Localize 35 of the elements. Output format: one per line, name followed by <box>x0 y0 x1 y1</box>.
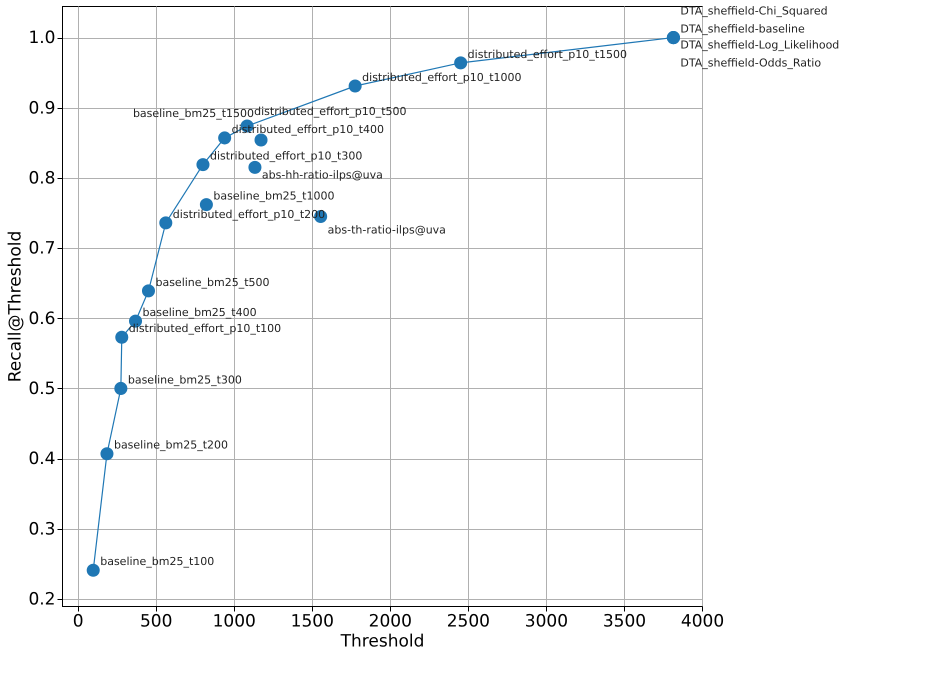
x-tick-label: 2500 <box>446 612 490 632</box>
y-tick-label: 0.5 <box>28 378 56 399</box>
annotation: DTA_sheffield-Odds_Ratio <box>680 56 822 70</box>
y-tick-label: 0.4 <box>28 449 56 470</box>
y-tick-label: 0.7 <box>28 238 56 259</box>
x-tick-label: 2000 <box>368 612 412 632</box>
y-tick-label: 0.3 <box>28 519 56 540</box>
annotation: abs-th-ratio-ilps@uva <box>328 224 446 237</box>
y-tick-label: 0.9 <box>28 98 56 118</box>
annotation: baseline_bm25_t500 <box>155 276 270 289</box>
annotation: DTA_sheffield-Chi_Squared <box>680 4 828 18</box>
y-tick-label: 1.0 <box>28 28 56 48</box>
annotation: DTA_sheffield-baseline <box>680 22 805 36</box>
y-tick-label: 0.2 <box>28 589 56 610</box>
x-tick-label: 4000 <box>680 612 724 632</box>
annotation: abs-hh-ratio-ilps@uva <box>262 168 383 182</box>
x-tick-label: 3000 <box>524 612 568 632</box>
annotation: distributed_effort_p10_t100 <box>128 322 282 336</box>
annotation: baseline_bm25_t200 <box>114 438 228 452</box>
annotation: DTA_sheffield-Log_Likelihood <box>680 38 840 52</box>
annotation: baseline_bm25_t300 <box>128 373 242 386</box>
annotation: baseline_bm25_t100 <box>100 555 214 568</box>
y-tick-label: 0.8 <box>28 168 56 188</box>
annotation: baseline_bm25_t1500 <box>132 107 254 120</box>
x-tick-label: 1500 <box>290 612 334 632</box>
y-axis-title: Recall@Threshold <box>5 230 26 382</box>
x-tick-label: 1000 <box>212 612 256 632</box>
y-tick-label: 0.6 <box>28 308 56 329</box>
annotation: baseline_bm25_t400 <box>142 306 257 320</box>
x-tick-label: 3500 <box>602 612 646 632</box>
x-tick-label: 0 <box>72 612 84 632</box>
x-axis-title: Threshold <box>340 632 424 652</box>
x-tick-label: 500 <box>140 612 172 632</box>
annotation: baseline_bm25_t1000 <box>213 190 334 203</box>
annotation: distributed_effort_p10_t300 <box>210 150 362 163</box>
